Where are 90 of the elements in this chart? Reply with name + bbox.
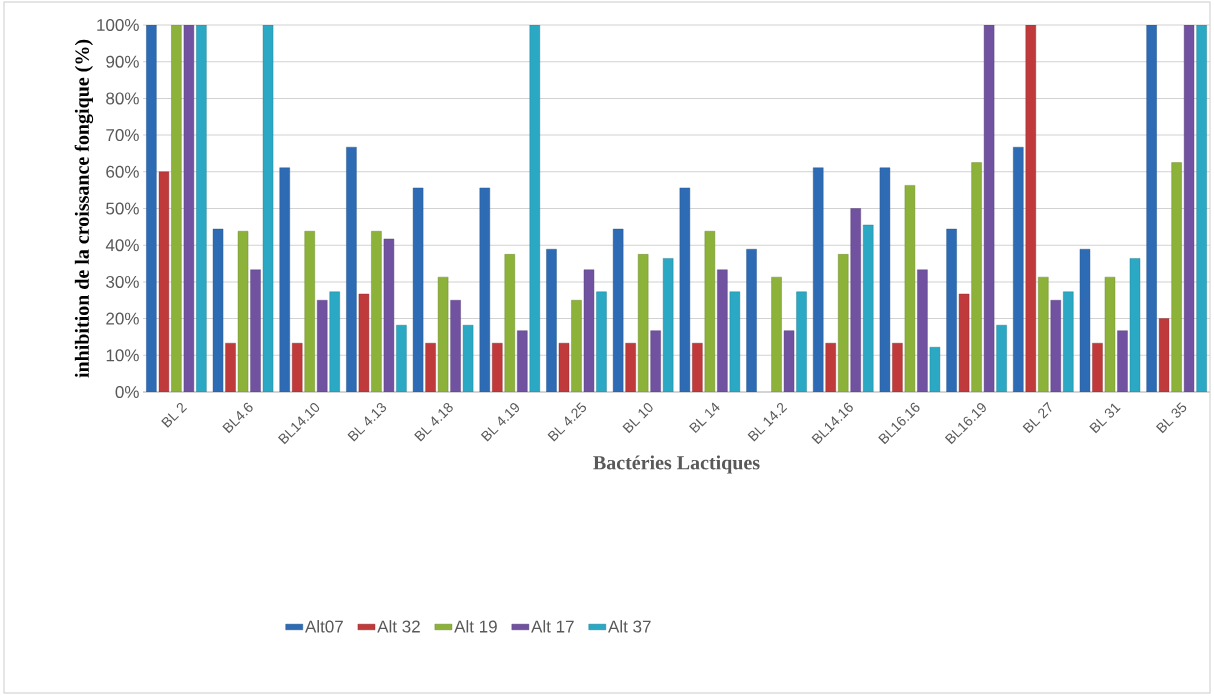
bar	[1063, 291, 1074, 392]
bar	[462, 325, 474, 392]
bar	[679, 187, 691, 392]
y-axis-title: inhibition de la croissance fongique (%)	[74, 39, 94, 378]
bar	[863, 224, 874, 392]
bar	[1104, 276, 1116, 392]
legend-label: Alt 19	[454, 620, 497, 633]
bar	[771, 276, 782, 392]
bar	[1079, 249, 1091, 392]
bar	[212, 228, 224, 392]
bar	[958, 293, 970, 392]
y-tick-label: 60%	[106, 165, 139, 178]
bar	[396, 325, 407, 392]
bar	[225, 342, 236, 392]
x-axis-title: Bactéries Lactiques	[593, 455, 760, 474]
x-tick-label: BL 2	[161, 402, 188, 428]
bar	[196, 25, 207, 392]
bar	[371, 231, 382, 392]
bar	[596, 291, 607, 392]
bar	[813, 167, 824, 392]
bar	[146, 25, 157, 392]
bar	[171, 25, 182, 392]
bar	[612, 228, 624, 392]
bar	[892, 342, 903, 392]
bar	[1158, 318, 1170, 392]
bar	[838, 254, 849, 392]
bar	[825, 342, 836, 392]
bar	[1025, 25, 1036, 392]
bar	[929, 347, 941, 392]
bar	[746, 249, 757, 392]
bar	[425, 342, 436, 392]
y-tick-label: 20%	[106, 312, 139, 325]
bar	[796, 291, 807, 392]
bar	[1171, 162, 1182, 392]
bar	[437, 276, 449, 392]
x-tick-label: BL 35	[1155, 402, 1187, 434]
y-tick-label: 0%	[115, 385, 139, 399]
y-tick-label: 90%	[106, 55, 139, 68]
bar	[412, 187, 424, 392]
bar	[692, 342, 703, 392]
bar	[158, 171, 170, 392]
x-tick-label: BL 10	[622, 403, 653, 434]
x-tick-label: BL 31	[1089, 403, 1121, 434]
x-tick-label: BL 4.13	[347, 402, 387, 442]
bar	[329, 291, 340, 392]
legend-label: Alt07	[305, 620, 343, 633]
bar	[292, 342, 303, 392]
legend-label: Alt 37	[608, 620, 651, 633]
y-tick-label: 50%	[106, 202, 139, 215]
bar	[1038, 276, 1049, 392]
bar	[558, 342, 570, 392]
bar	[304, 231, 315, 392]
bar	[546, 249, 557, 392]
bar	[479, 187, 490, 392]
bar	[637, 254, 649, 392]
bar	[346, 147, 357, 392]
bar	[971, 162, 982, 392]
legend-label: Alt 32	[377, 620, 420, 633]
x-tick-label: BL 14	[689, 402, 720, 434]
bar	[1092, 342, 1103, 392]
bar	[729, 291, 741, 392]
x-tick-label: BL 4.18	[414, 402, 453, 442]
bar	[1013, 147, 1024, 392]
bar	[625, 342, 636, 392]
y-tick-label: 80%	[106, 92, 139, 105]
bar	[946, 228, 957, 392]
bar	[904, 185, 916, 392]
x-tick-label: BL 4.19	[480, 403, 520, 442]
y-tick-label: 40%	[105, 239, 139, 252]
bar	[504, 254, 515, 392]
bar	[529, 25, 540, 392]
legend-label: Alt 17	[531, 620, 574, 633]
bar	[492, 342, 503, 392]
y-tick-label: 70%	[106, 129, 139, 142]
y-tick-label: 10%	[106, 349, 139, 362]
bar	[879, 167, 891, 392]
bar	[1146, 25, 1157, 392]
y-tick-label: 30%	[106, 275, 139, 288]
x-tick-label: BL 27	[1022, 401, 1052, 434]
bar	[237, 231, 249, 392]
bar	[1196, 25, 1207, 392]
bar	[262, 25, 274, 392]
bar	[996, 325, 1007, 392]
bar	[704, 231, 716, 392]
bar	[662, 258, 674, 392]
bar	[571, 300, 582, 392]
bar	[358, 293, 370, 392]
y-tick-label: 100%	[97, 18, 139, 32]
bar	[1129, 258, 1141, 392]
bar	[279, 167, 290, 392]
